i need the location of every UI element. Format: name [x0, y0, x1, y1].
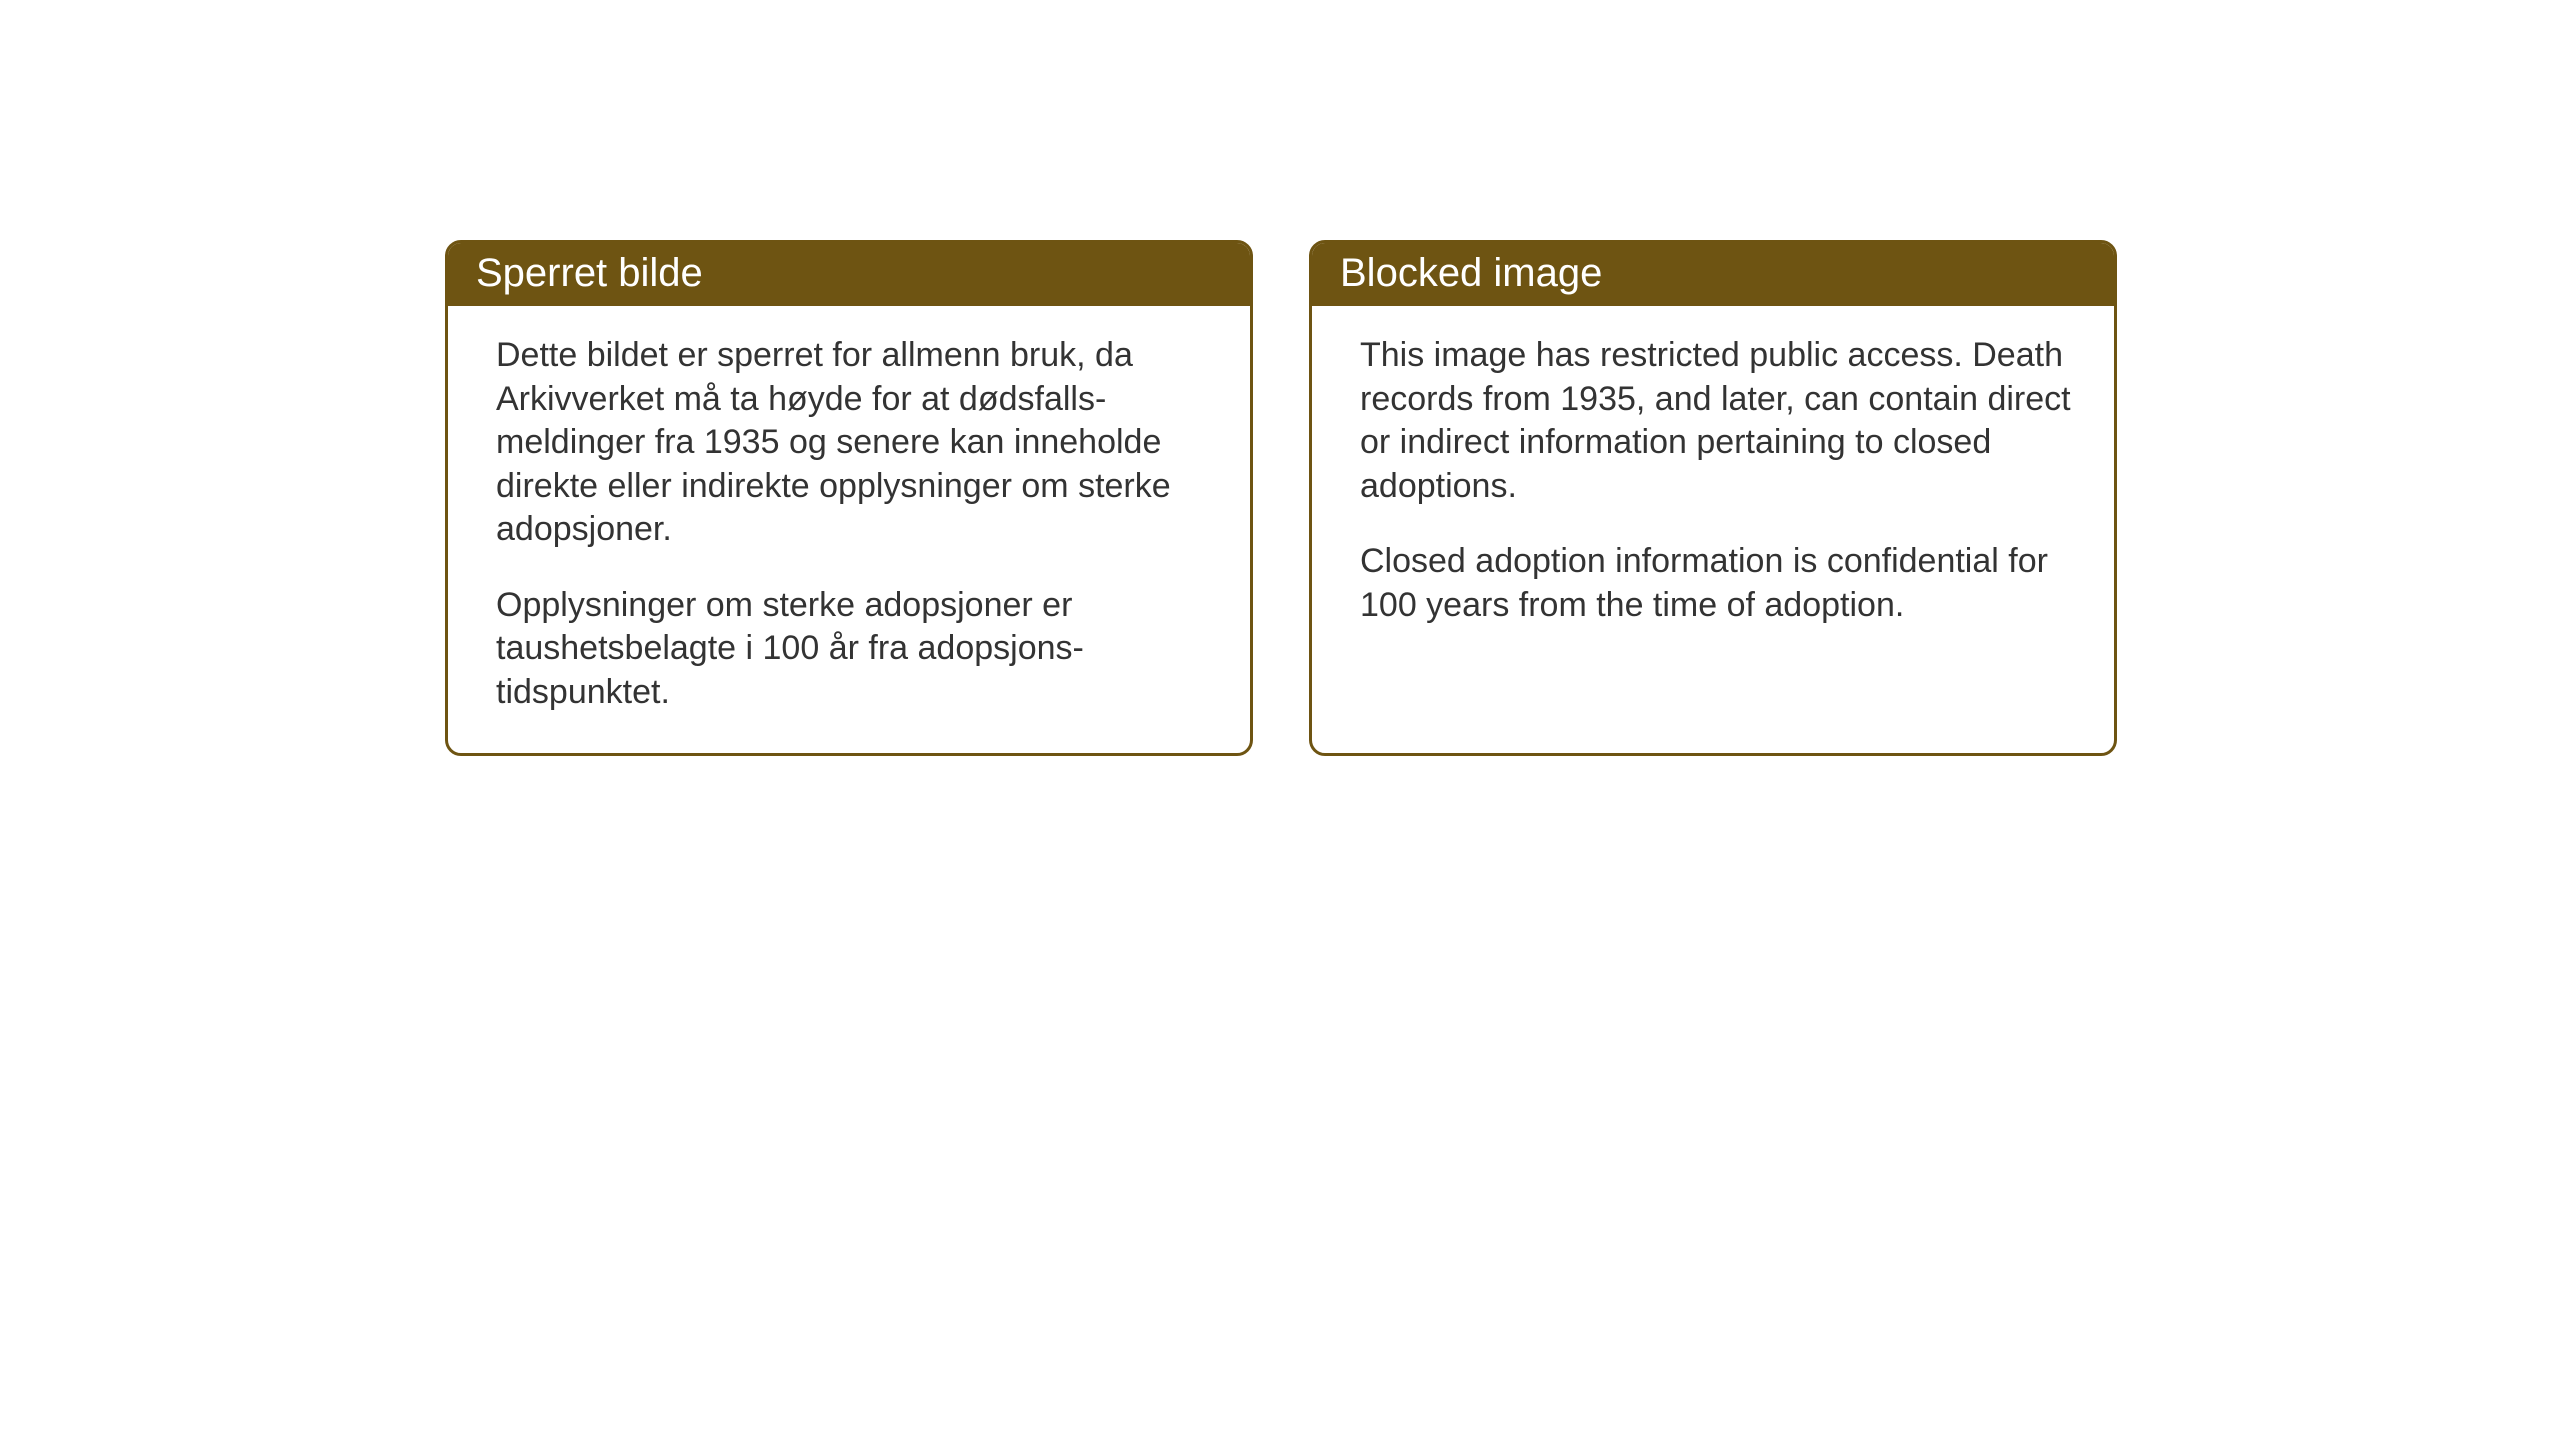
- notice-header-norwegian: Sperret bilde: [448, 243, 1250, 306]
- notice-body-english: This image has restricted public access.…: [1312, 306, 2114, 665]
- notice-paragraph: Dette bildet er sperret for allmenn bruk…: [496, 334, 1208, 552]
- notice-paragraph: Opplysninger om sterke adopsjoner er tau…: [496, 584, 1208, 715]
- notice-container: Sperret bilde Dette bildet er sperret fo…: [445, 240, 2117, 756]
- notice-paragraph: Closed adoption information is confident…: [1360, 540, 2072, 627]
- notice-card-english: Blocked image This image has restricted …: [1309, 240, 2117, 756]
- notice-header-english: Blocked image: [1312, 243, 2114, 306]
- notice-card-norwegian: Sperret bilde Dette bildet er sperret fo…: [445, 240, 1253, 756]
- notice-paragraph: This image has restricted public access.…: [1360, 334, 2072, 508]
- notice-body-norwegian: Dette bildet er sperret for allmenn bruk…: [448, 306, 1250, 752]
